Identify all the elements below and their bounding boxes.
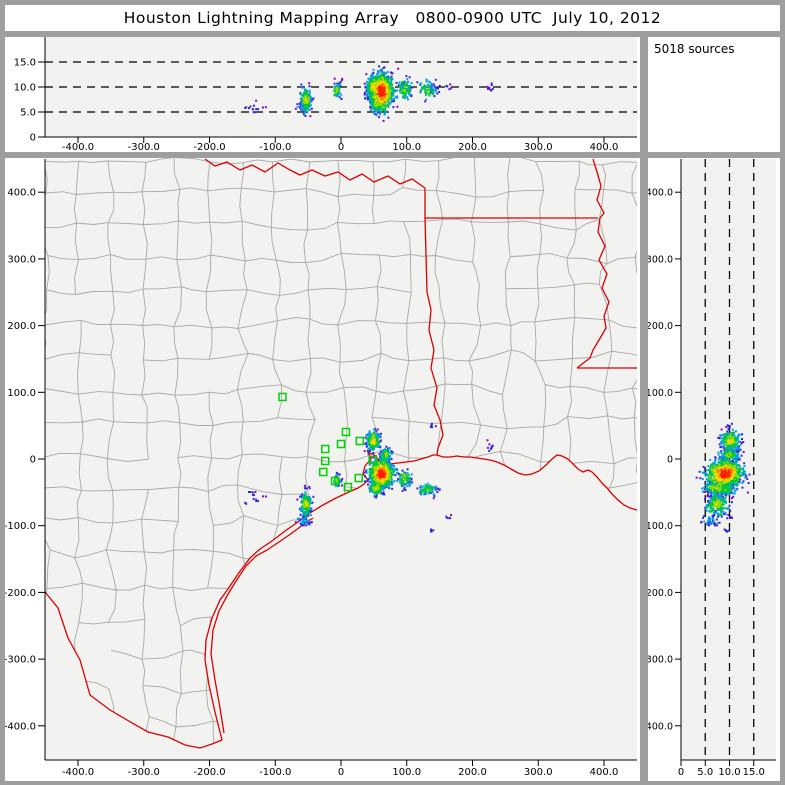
east-west-tick-label: 300.0 <box>524 767 553 778</box>
north-south-tick-label: -400.0 <box>648 721 673 732</box>
altitude-tick-label: 15.0 <box>743 767 765 778</box>
lma-station-marker <box>320 444 330 454</box>
barrier-island <box>210 517 314 734</box>
north-south-tick-label: -100.0 <box>5 521 36 532</box>
north-south-tick-label: 200.0 <box>648 321 673 332</box>
north-south-tick-label: 200.0 <box>7 321 36 332</box>
page-title: Houston Lightning Mapping Array 0800-090… <box>123 9 662 27</box>
east-west-tick-label: 100.0 <box>392 142 421 152</box>
lma-station-marker <box>330 476 340 486</box>
plan-view-map-panel: 400.0 300.0 200.0 100.0 0 -100.0 -200.0 -300.0 -… <box>5 158 640 781</box>
north-south-tick-label: -200.0 <box>5 588 36 599</box>
lma-station-marker <box>355 436 365 446</box>
lma-station-marker <box>368 455 377 465</box>
xz-plot-svg: 0 5.0 10.0 15.0 -400.0 -300.0 -200.0 -100.0 0 100… <box>14 37 637 152</box>
yz-plot-svg: 400.0 300.0 200.0 100.0 0 -100.0 -200.0 -300.0 -… <box>648 159 776 778</box>
lma-station-marker <box>336 439 346 449</box>
title-bar: Houston Lightning Mapping Array 0800-090… <box>5 5 780 31</box>
east-west-tick-label: 100.0 <box>392 767 421 778</box>
lma-station-marker <box>318 467 328 477</box>
east-west-tick-label: 300.0 <box>524 142 553 152</box>
east-west-tick-label: -300.0 <box>128 142 160 152</box>
altitude-tick-label: 5.0 <box>697 767 713 778</box>
east-west-tick-label: 0 <box>338 767 344 778</box>
north-south-tick-label: 100.0 <box>648 388 673 399</box>
north-south-tick-label: 400.0 <box>7 188 36 199</box>
lma-station-marker <box>278 392 287 402</box>
lma-station-marker <box>341 427 351 437</box>
altitude-tick-label: 10.0 <box>718 767 740 778</box>
north-south-tick-label: 400.0 <box>648 188 673 199</box>
east-west-tick-label: 200.0 <box>458 142 487 152</box>
altitude-tick-label: 15.0 <box>14 58 36 69</box>
altitude-vs-northsouth-panel: 400.0 300.0 200.0 100.0 0 -100.0 -200.0 -300.0 -… <box>648 158 780 781</box>
source-count-label: 5018 sources <box>654 42 735 56</box>
north-south-tick-label: -300.0 <box>648 655 673 666</box>
east-west-tick-label: 400.0 <box>590 142 619 152</box>
north-south-tick-label: -300.0 <box>5 655 36 666</box>
east-west-tick-label: -100.0 <box>259 142 291 152</box>
gulf-coast <box>204 454 638 741</box>
east-west-tick-label: 200.0 <box>458 767 487 778</box>
east-west-tick-label: 0 <box>338 142 344 152</box>
red-river <box>204 158 426 189</box>
altitude-tick-label: 0 <box>678 767 684 778</box>
north-south-tick-label: 100.0 <box>7 388 36 399</box>
lma-station-marker <box>354 473 364 483</box>
tx-la-north-border <box>424 188 428 293</box>
lma-station-marker <box>320 456 330 466</box>
east-west-tick-label: -400.0 <box>62 767 94 778</box>
altitude-tick-label: 0 <box>30 133 36 144</box>
altitude-tick-label: 5.0 <box>20 108 36 119</box>
east-west-tick-label: -400.0 <box>62 142 94 152</box>
source-count-panel: 5018 sources <box>648 37 780 152</box>
north-south-tick-label: 300.0 <box>7 254 36 265</box>
east-west-tick-label: -200.0 <box>193 142 225 152</box>
north-south-tick-label: 300.0 <box>648 254 673 265</box>
mississippi-river <box>576 158 610 369</box>
east-west-tick-label: 400.0 <box>590 767 619 778</box>
north-south-tick-label: -200.0 <box>648 588 673 599</box>
altitude-vs-eastwest-panel: 0 5.0 10.0 15.0 -400.0 -300.0 -200.0 -100.0 0 100… <box>5 37 640 152</box>
sabine-river <box>426 291 444 456</box>
east-west-tick-label: -300.0 <box>128 767 160 778</box>
north-south-tick-label: -100.0 <box>648 521 673 532</box>
plan-view-svg: 400.0 300.0 200.0 100.0 0 -100.0 -200.0 -300.0 -… <box>5 158 638 778</box>
east-west-tick-label: -200.0 <box>193 767 225 778</box>
north-south-tick-label: 0 <box>667 455 673 466</box>
north-south-tick-label: -400.0 <box>5 721 36 732</box>
north-south-tick-label: 0 <box>30 455 36 466</box>
rio-grande <box>44 591 223 749</box>
east-west-tick-label: -100.0 <box>259 767 291 778</box>
altitude-tick-label: 10.0 <box>14 83 36 94</box>
lma-station-marker <box>343 482 353 492</box>
